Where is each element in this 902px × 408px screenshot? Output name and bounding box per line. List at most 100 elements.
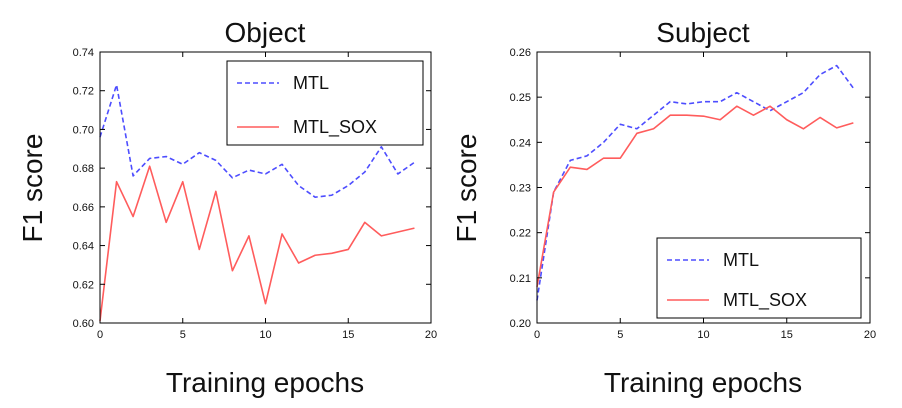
data-point-mtl-sox bbox=[602, 157, 604, 159]
data-point-mtl bbox=[413, 161, 415, 163]
data-point-mtl-sox bbox=[586, 168, 588, 170]
data-point-mtl-sox bbox=[686, 114, 688, 116]
legend: MTL MTL_SOX bbox=[656, 237, 862, 319]
data-point-mtl-sox bbox=[132, 215, 134, 217]
data-point-mtl bbox=[314, 196, 316, 198]
data-point-mtl bbox=[836, 64, 838, 66]
y-axis-label: F1 score bbox=[451, 134, 482, 243]
y-tick-label: 0.72 bbox=[73, 86, 94, 98]
data-point-mtl-sox bbox=[198, 248, 200, 250]
data-point-mtl-sox bbox=[331, 252, 333, 254]
y-tick-label: 0.20 bbox=[510, 318, 531, 330]
x-tick-label: 20 bbox=[864, 329, 876, 341]
x-tick-label: 10 bbox=[697, 329, 709, 341]
data-point-mtl bbox=[769, 110, 771, 112]
data-point-mtl bbox=[115, 84, 117, 86]
data-point-mtl bbox=[215, 159, 217, 161]
series-line-mtl bbox=[536, 64, 854, 301]
data-point-mtl-sox bbox=[752, 114, 754, 116]
legend-box bbox=[656, 237, 862, 319]
data-point-mtl-sox bbox=[397, 231, 399, 233]
data-point-mtl bbox=[264, 173, 266, 175]
data-point-mtl-sox bbox=[264, 302, 266, 304]
y-tick-label: 0.62 bbox=[73, 279, 94, 291]
x-tick-label: 0 bbox=[97, 329, 103, 341]
data-point-mtl bbox=[364, 171, 366, 173]
data-point-mtl-sox bbox=[819, 116, 821, 118]
legend-label-mtl: MTL bbox=[723, 250, 759, 270]
data-point-mtl-sox bbox=[769, 105, 771, 107]
legend-box bbox=[226, 60, 424, 146]
data-point-mtl bbox=[297, 184, 299, 186]
chart-panel-subject: Subject 0 5 10 15 20 0.20 0.21 0.22 0.23 0.24 0.25 0… bbox=[451, 17, 876, 398]
y-tick-label: 0.26 bbox=[510, 47, 531, 59]
data-point-mtl bbox=[652, 114, 654, 116]
x-tick-label: 20 bbox=[425, 329, 437, 341]
x-tick-label: 0 bbox=[534, 329, 540, 341]
y-tick-label: 0.64 bbox=[73, 241, 94, 253]
y-tick-label: 0.21 bbox=[510, 273, 531, 285]
data-point-mtl-sox bbox=[552, 191, 554, 193]
data-point-mtl-sox bbox=[736, 105, 738, 107]
data-point-mtl bbox=[702, 100, 704, 102]
data-point-mtl-sox bbox=[413, 227, 415, 229]
series-line-mtl-sox bbox=[536, 105, 854, 288]
data-point-mtl-sox bbox=[836, 127, 838, 129]
data-point-mtl bbox=[619, 123, 621, 125]
data-point-mtl bbox=[719, 100, 721, 102]
x-tick-label: 15 bbox=[781, 329, 793, 341]
data-point-mtl bbox=[586, 155, 588, 157]
chart-panel-object: Object 0 5 10 15 20 0.60 0.62 0.64 0.66 0.68 0.70 0.… bbox=[17, 17, 437, 398]
y-tick-label: 0.22 bbox=[510, 228, 531, 240]
data-point-mtl-sox bbox=[380, 235, 382, 237]
data-point-mtl bbox=[736, 91, 738, 93]
data-point-mtl-sox bbox=[786, 119, 788, 121]
data-point-mtl bbox=[148, 157, 150, 159]
data-point-mtl-sox bbox=[281, 233, 283, 235]
y-axis-label: F1 score bbox=[17, 134, 48, 243]
data-point-mtl bbox=[786, 100, 788, 102]
data-point-mtl-sox bbox=[314, 254, 316, 256]
data-point-mtl-sox bbox=[619, 157, 621, 159]
x-tick-label: 15 bbox=[342, 329, 354, 341]
legend-label-mtl-sox: MTL_SOX bbox=[723, 290, 807, 311]
legend: MTL MTL_SOX bbox=[226, 60, 424, 146]
data-point-mtl bbox=[569, 159, 571, 161]
y-tick-label: 0.74 bbox=[73, 47, 94, 59]
data-point-mtl-sox bbox=[652, 128, 654, 130]
x-tick-label: 5 bbox=[617, 329, 623, 341]
x-tick-label: 10 bbox=[259, 329, 271, 341]
y-tick-label: 0.68 bbox=[73, 163, 94, 175]
data-point-mtl-sox bbox=[215, 190, 217, 192]
data-point-mtl bbox=[397, 173, 399, 175]
data-point-mtl bbox=[819, 73, 821, 75]
data-point-mtl bbox=[686, 103, 688, 105]
x-tick-label: 5 bbox=[180, 329, 186, 341]
data-point-mtl-sox bbox=[347, 248, 349, 250]
y-tick-label: 0.25 bbox=[510, 92, 531, 104]
data-point-mtl bbox=[231, 177, 233, 179]
y-tick-label: 0.60 bbox=[73, 318, 94, 330]
data-point-mtl bbox=[331, 194, 333, 196]
y-tick-label: 0.24 bbox=[510, 137, 531, 149]
x-axis-label: Training epochs bbox=[166, 367, 364, 398]
data-point-mtl-sox bbox=[297, 262, 299, 264]
data-point-mtl bbox=[248, 169, 250, 171]
data-point-mtl-sox bbox=[719, 119, 721, 121]
data-point-mtl-sox bbox=[569, 166, 571, 168]
y-tick-label: 0.70 bbox=[73, 124, 94, 136]
data-point-mtl-sox bbox=[115, 180, 117, 182]
data-point-mtl bbox=[165, 155, 167, 157]
data-point-mtl-sox bbox=[636, 132, 638, 134]
data-point-mtl bbox=[380, 146, 382, 148]
data-point-mtl-sox bbox=[364, 221, 366, 223]
series-line-mtl bbox=[99, 84, 415, 198]
y-tick-label: 0.23 bbox=[510, 183, 531, 195]
data-point-mtl-sox bbox=[248, 235, 250, 237]
chart-title: Object bbox=[225, 17, 306, 48]
series-line-mtl-sox bbox=[99, 165, 415, 322]
data-point-mtl-sox bbox=[231, 270, 233, 272]
data-point-mtl bbox=[182, 163, 184, 165]
data-point-mtl bbox=[752, 100, 754, 102]
